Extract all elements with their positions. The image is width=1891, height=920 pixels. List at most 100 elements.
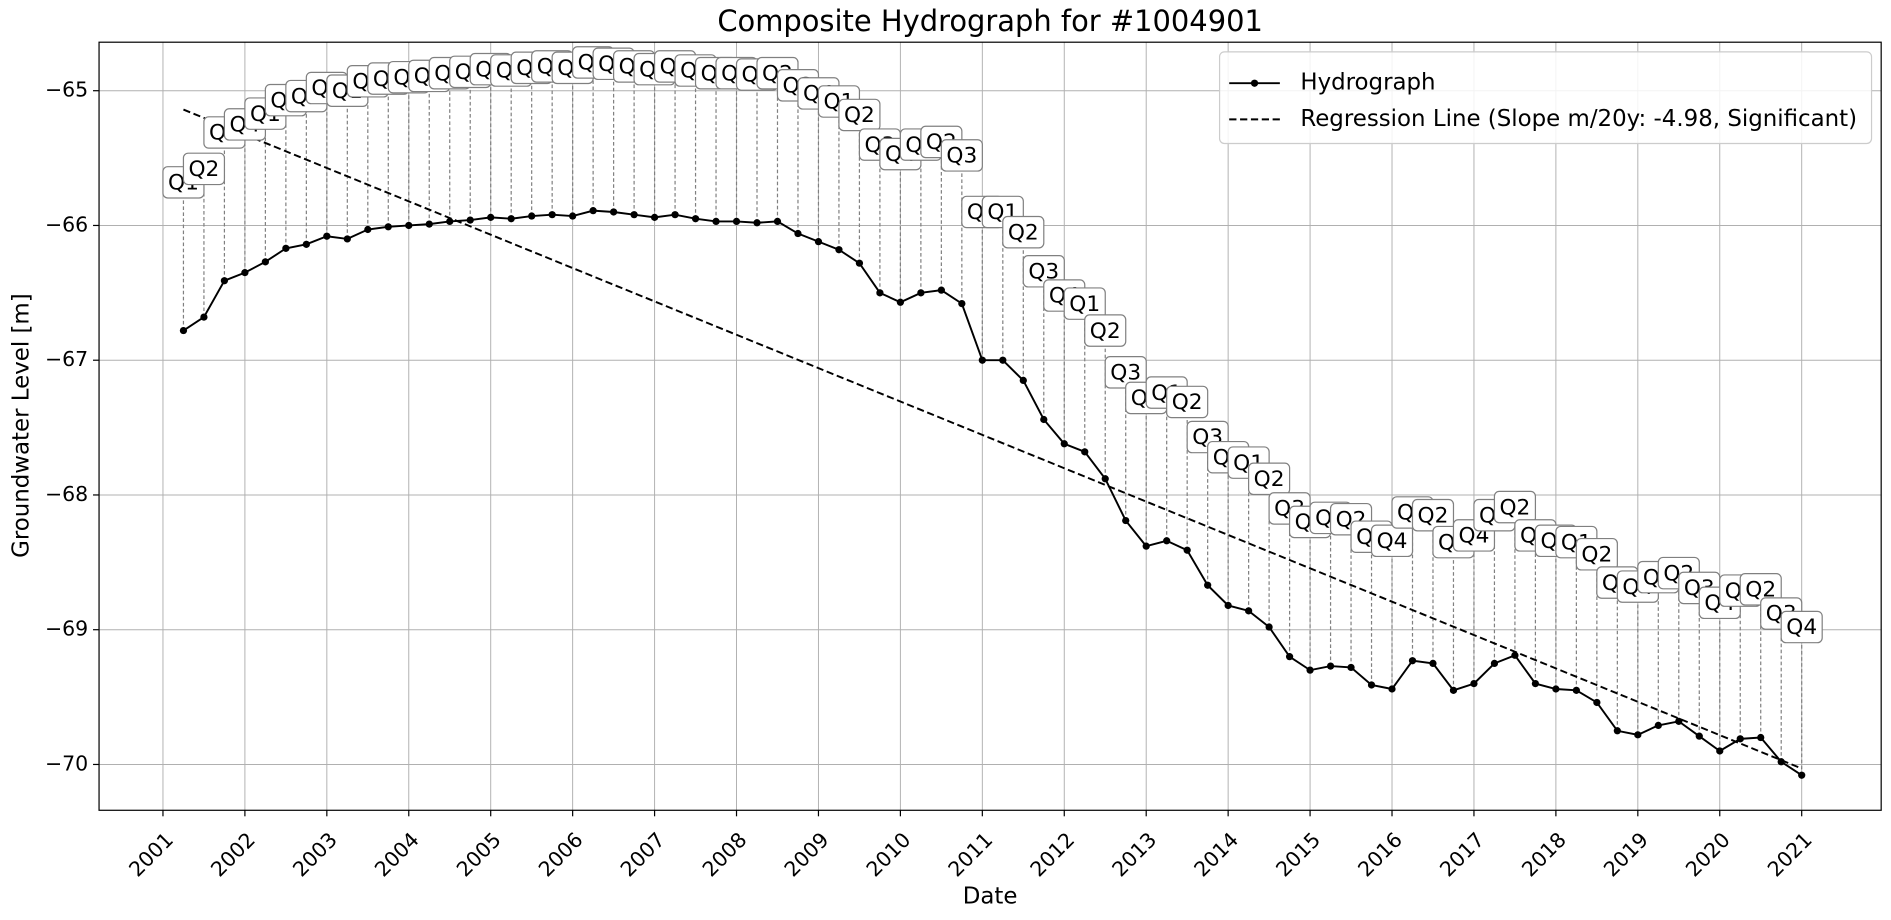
point xyxy=(1511,651,1519,659)
point xyxy=(343,235,351,243)
point-annotation: Q4 xyxy=(1370,524,1414,558)
annotation-text: Q3 xyxy=(1110,361,1141,386)
annotation-text: Q2 xyxy=(1581,542,1612,567)
point xyxy=(1040,415,1048,424)
x-tick-label: 2005 xyxy=(452,828,506,882)
point xyxy=(732,217,741,226)
point xyxy=(650,213,659,221)
point-annotation: Q3 xyxy=(940,139,983,172)
point xyxy=(999,356,1007,364)
annotation-text: Q3 xyxy=(946,144,977,169)
legend-label: Hydrograph xyxy=(1300,70,1435,96)
point xyxy=(364,225,372,234)
point xyxy=(937,286,945,294)
series-line xyxy=(183,108,1803,770)
y-tick-label: −65 xyxy=(45,78,88,102)
point xyxy=(1019,376,1027,385)
point xyxy=(241,269,249,277)
point-annotation: Q4 xyxy=(1780,610,1823,644)
point xyxy=(773,217,782,226)
x-tick-label: 2014 xyxy=(1189,828,1243,882)
point-annotation: Q1 xyxy=(1063,287,1106,320)
point xyxy=(794,229,802,238)
point xyxy=(302,240,310,248)
annotation-box xyxy=(940,139,983,172)
legend-box xyxy=(1218,51,1873,145)
point xyxy=(507,215,515,223)
x-tick-label: 2019 xyxy=(1599,828,1653,882)
point xyxy=(466,216,474,224)
point xyxy=(1285,653,1294,661)
annotation-text: Q2 xyxy=(1254,467,1285,492)
point xyxy=(1736,735,1744,743)
x-tick-label: 2009 xyxy=(780,828,834,882)
x-tick-label: 2002 xyxy=(206,828,260,882)
point xyxy=(917,289,925,297)
point xyxy=(1634,731,1642,739)
point xyxy=(671,211,679,219)
annotation-text: Q2 xyxy=(1090,319,1121,344)
point xyxy=(1224,601,1232,610)
x-axis-label: Date xyxy=(963,884,1018,910)
point-annotation: Q2 xyxy=(1411,498,1455,532)
annotation-text: Q4 xyxy=(1377,529,1408,554)
point xyxy=(1081,448,1089,456)
x-tick-label: 2008 xyxy=(698,828,752,882)
point xyxy=(958,299,966,308)
point xyxy=(1716,747,1724,755)
point xyxy=(1060,440,1068,448)
y-tick-label: −69 xyxy=(45,617,88,641)
x-tick-label: 2020 xyxy=(1681,828,1735,882)
point xyxy=(1572,686,1580,694)
annotation-text: Q2 xyxy=(1499,495,1530,520)
point xyxy=(1429,659,1437,668)
point xyxy=(609,208,618,216)
x-tick-label: 2018 xyxy=(1517,828,1571,882)
annotation-text: Q2 xyxy=(1008,220,1039,245)
point xyxy=(855,259,864,267)
point xyxy=(1449,686,1458,694)
annotation-text: Q2 xyxy=(1172,390,1203,415)
y-tick-label: −68 xyxy=(45,482,88,506)
point xyxy=(1470,679,1478,688)
annotation-text: Q2 xyxy=(1418,503,1449,528)
annotation-text: Q2 xyxy=(844,103,875,128)
annotation-text: Q4 xyxy=(1786,615,1817,640)
plot-frame xyxy=(98,41,1882,811)
annotation-box xyxy=(1084,314,1127,347)
annotation-box xyxy=(1780,610,1823,644)
point-annotation: Q2 xyxy=(1493,490,1537,524)
point xyxy=(835,246,843,254)
x-tick-label: 2011 xyxy=(944,828,998,882)
annotation-box xyxy=(1248,462,1291,496)
point xyxy=(1675,717,1683,725)
y-axis-label: Groundwater Level [m] xyxy=(8,293,34,558)
annotation-box xyxy=(1166,385,1209,419)
point xyxy=(323,232,331,240)
point xyxy=(978,356,986,364)
point xyxy=(1552,685,1560,693)
point xyxy=(691,215,700,223)
x-tick-label: 2007 xyxy=(616,828,670,882)
x-tick-label: 2010 xyxy=(862,828,916,882)
point xyxy=(1613,727,1621,735)
annotation-text: Q1 xyxy=(1069,292,1100,317)
point xyxy=(384,223,392,231)
point xyxy=(876,289,884,297)
point xyxy=(1306,666,1314,674)
point xyxy=(405,221,413,230)
point xyxy=(1593,698,1601,707)
legend-marker xyxy=(1250,79,1259,87)
point xyxy=(200,313,208,321)
point xyxy=(1798,771,1806,779)
point xyxy=(1183,546,1191,554)
point xyxy=(1531,679,1540,688)
point xyxy=(261,258,270,266)
point xyxy=(1122,516,1130,525)
point xyxy=(1163,537,1171,545)
point xyxy=(1695,732,1703,740)
point-annotation: Q2 xyxy=(1248,462,1291,496)
point xyxy=(896,298,905,306)
point xyxy=(814,238,823,246)
